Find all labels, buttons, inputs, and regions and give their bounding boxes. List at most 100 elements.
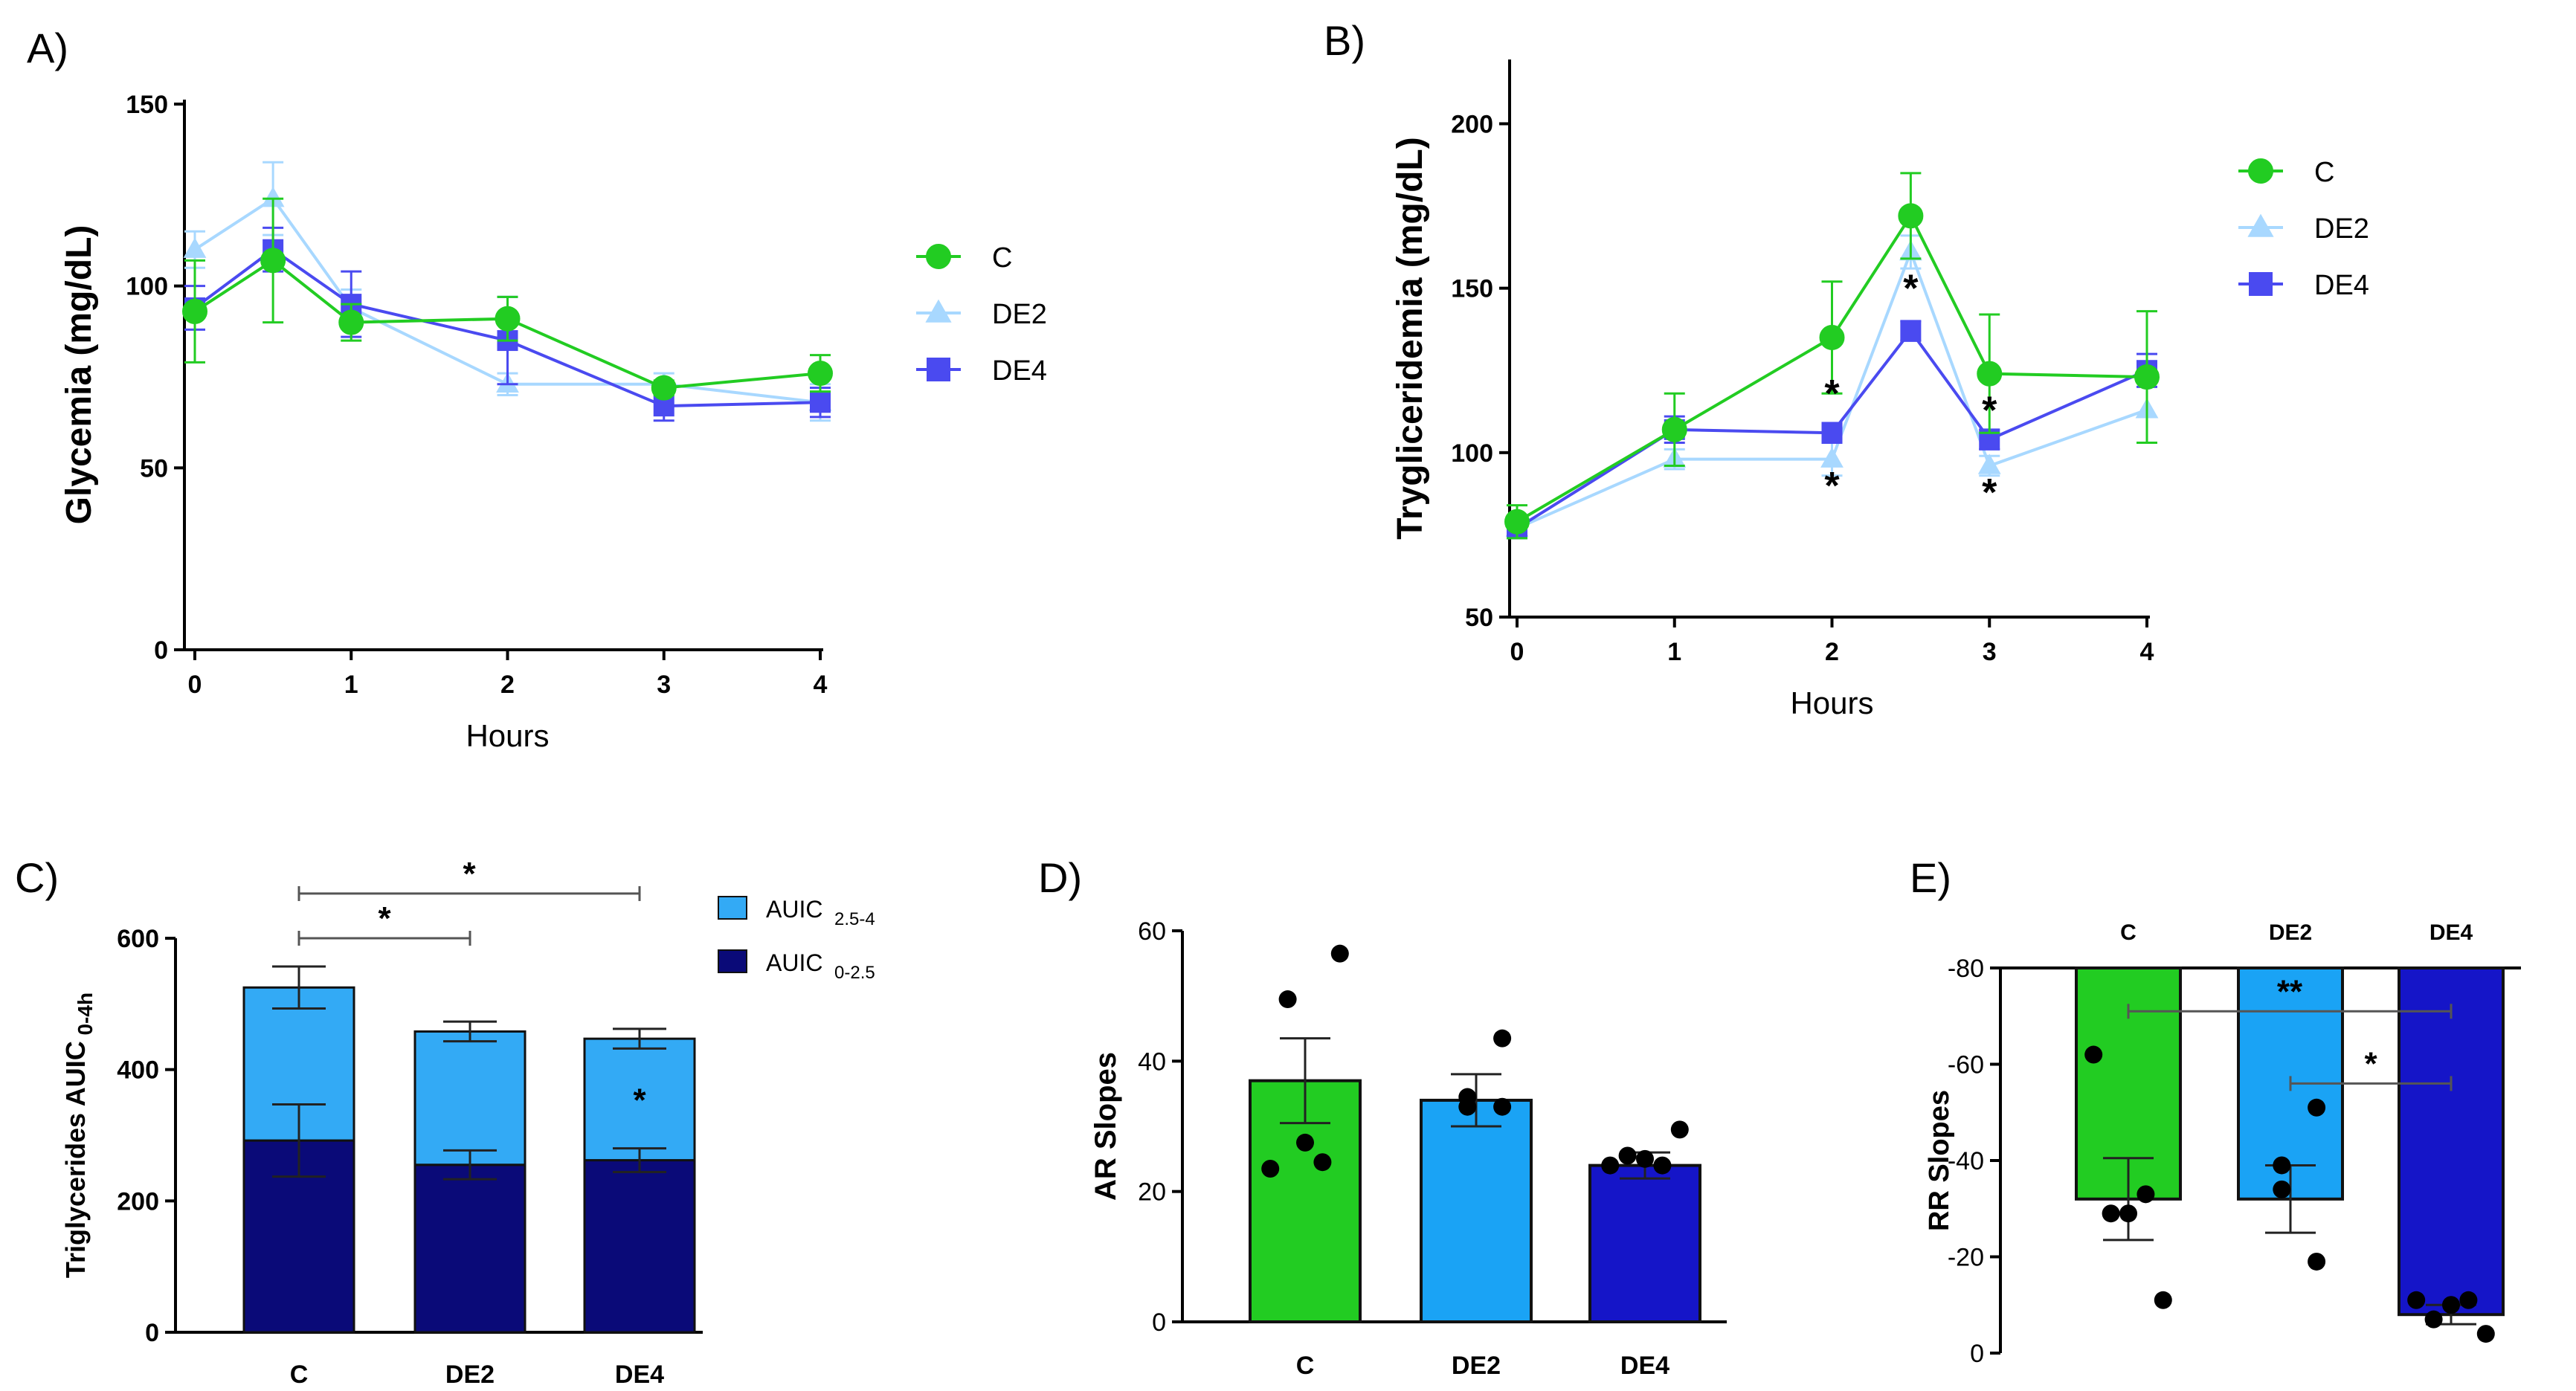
y-tick-label: 50 (140, 454, 168, 483)
data-point (1653, 1156, 1672, 1175)
significance-bracket: * (2289, 1045, 2453, 1091)
y-tick-label: 20 (1138, 1178, 1166, 1207)
bar-group-de4: DE4 (2398, 920, 2505, 1343)
y-tick-label: 600 (117, 925, 159, 953)
category-label: DE4 (1620, 1352, 1669, 1380)
series-de2 (183, 161, 832, 422)
bar-segment-auic-0-2.5 (413, 1164, 527, 1334)
panel-b-line-chart: B) 50 100 150 200 0 1 2 3 4 Hours Trygliceridemia (… (1324, 17, 2369, 720)
bar-segment-auic-0-2.5 (583, 1159, 696, 1334)
data-point (2442, 1296, 2460, 1314)
data-point (1504, 509, 1530, 535)
y-tick-label: 50 (1465, 604, 1493, 632)
data-point (2273, 1156, 2291, 1175)
significance-star: * (633, 1082, 646, 1118)
legend-label: AUIC (766, 949, 822, 976)
y-tick-label: 40 (1138, 1048, 1166, 1076)
series-line (193, 258, 821, 390)
category-label: C (1296, 1352, 1315, 1380)
data-point (1458, 1097, 1477, 1116)
data-point (1313, 1153, 1332, 1172)
y-axis-title: Triglycerides AUIC 0-4h (60, 993, 97, 1278)
y-tick-label: 0 (154, 636, 168, 665)
significance-star: * (1982, 471, 1997, 514)
legend-label: DE4 (2314, 270, 2369, 301)
bar-de4 (2398, 966, 2505, 1317)
significance-star: * (1824, 465, 1840, 508)
significance-star: * (1824, 372, 1840, 416)
significance-star: * (1903, 268, 1919, 311)
y-tick-label: -40 (1948, 1147, 1984, 1175)
legend-marker (927, 358, 950, 381)
y-axis-title: AR Slopes (1089, 1052, 1122, 1201)
data-point (808, 361, 833, 387)
series-c (182, 197, 833, 401)
data-point (2407, 1291, 2426, 1309)
data-point (2459, 1291, 2478, 1309)
category-label: DE2 (1452, 1352, 1501, 1380)
y-tick-label: -80 (1948, 955, 1984, 983)
y-tick-label: 150 (126, 91, 168, 119)
legend-swatch (718, 949, 747, 973)
significance-star: * (2364, 1045, 2377, 1082)
data-point (2154, 1291, 2172, 1309)
x-tick-label: 3 (657, 671, 671, 699)
x-tick-label: 4 (2140, 638, 2154, 666)
y-tick-label: 60 (1138, 917, 1166, 946)
data-point (1330, 944, 1349, 963)
data-point (1821, 422, 1843, 444)
data-point (1636, 1149, 1654, 1168)
y-axis-title: Trygliceridemia (mg/dL) (1391, 137, 1430, 539)
panel-label: A) (27, 25, 68, 71)
legend-label: DE2 (2314, 213, 2369, 245)
y-axis-title: RR Slopes (1924, 1090, 1955, 1231)
series-line (193, 196, 821, 404)
series-c (1504, 172, 2160, 540)
significance-bracket: ** (2127, 973, 2453, 1019)
legend-label: C (992, 242, 1012, 274)
data-point (1296, 1133, 1314, 1152)
data-point (2308, 1252, 2326, 1271)
data-point (1670, 1120, 1689, 1139)
panel-a-line-chart: A) 0 50 100 150 0 1 2 3 4 Hours Glycemia (mg/dL) C DE… (27, 25, 1047, 753)
bar-de4 (1588, 1164, 1701, 1323)
data-point (1493, 1029, 1512, 1048)
data-point (1618, 1146, 1637, 1165)
y-axis-title: Glycemia (mg/dL) (59, 225, 99, 525)
category-label: DE2 (445, 1361, 495, 1389)
category-label: DE2 (2269, 920, 2312, 945)
series-line (193, 248, 821, 408)
data-point (651, 375, 677, 401)
panel-d-bar-chart: D) 0 20 40 60 AR Slopes C DE2 DE4 (1038, 854, 1727, 1380)
y-tick-label: 0 (1970, 1340, 1984, 1368)
panel-c-bar-chart: C) 0 200 400 600 Triglycerides AUIC 0-4h C DE2 D… (15, 854, 875, 1389)
data-point (1278, 990, 1297, 1009)
panel-label: B) (1324, 17, 1365, 64)
bar-group-de2: DE2 (413, 1020, 527, 1389)
data-point (2308, 1098, 2326, 1117)
data-point (2476, 1325, 2495, 1343)
data-point (2424, 1310, 2443, 1329)
data-point (1977, 361, 2003, 387)
data-point (1601, 1156, 1620, 1175)
data-point (2084, 1045, 2103, 1064)
legend-marker (2247, 213, 2274, 237)
y-tick-label: 150 (1451, 275, 1493, 303)
x-axis-title: Hours (1790, 685, 1873, 720)
data-point (182, 298, 207, 324)
data-point (260, 248, 286, 274)
legend-marker (925, 299, 952, 323)
data-point (2137, 1185, 2155, 1204)
category-label: C (2120, 920, 2137, 945)
legend-label: C (2314, 157, 2334, 188)
data-point (1900, 320, 1922, 342)
series-line (1516, 248, 2148, 530)
legend-label: DE2 (992, 299, 1047, 330)
legend-subscript: 2.5-4 (834, 909, 875, 929)
x-tick-label: 0 (188, 671, 202, 699)
data-point (338, 309, 364, 335)
x-tick-label: 1 (1667, 638, 1681, 666)
data-point (1820, 447, 1844, 468)
data-point (810, 392, 831, 413)
